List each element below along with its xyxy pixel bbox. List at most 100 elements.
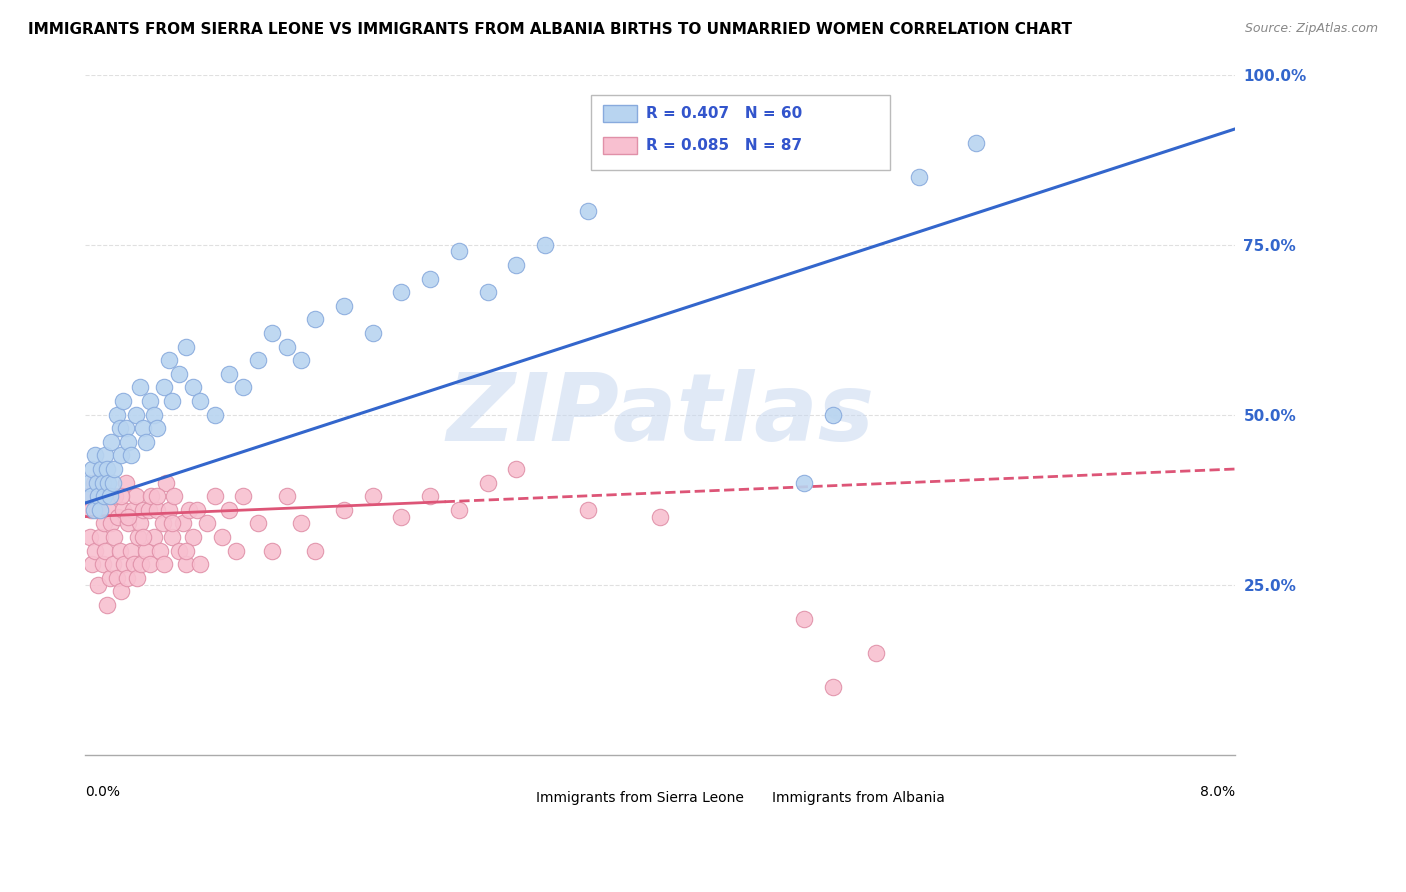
Point xyxy=(86,503,108,517)
Point xyxy=(87,577,110,591)
Point xyxy=(84,449,107,463)
Point xyxy=(143,530,166,544)
Point xyxy=(124,489,146,503)
Point xyxy=(167,367,190,381)
Point xyxy=(101,558,124,572)
Point xyxy=(534,237,557,252)
Text: IMMIGRANTS FROM SIERRA LEONE VS IMMIGRANTS FROM ALBANIA BIRTHS TO UNMARRIED WOME: IMMIGRANTS FROM SIERRA LEONE VS IMMIGRAN… xyxy=(28,22,1073,37)
Point xyxy=(110,584,132,599)
Point xyxy=(97,503,120,517)
Point xyxy=(121,503,143,517)
Text: R = 0.407   N = 60: R = 0.407 N = 60 xyxy=(647,106,803,120)
Point xyxy=(576,203,599,218)
Point xyxy=(117,509,139,524)
Point xyxy=(821,680,844,694)
Point xyxy=(163,489,186,503)
Point xyxy=(391,285,413,300)
Point xyxy=(160,516,183,531)
Point xyxy=(153,380,176,394)
Point xyxy=(115,571,138,585)
Point xyxy=(91,475,114,490)
Point xyxy=(83,475,105,490)
Point xyxy=(124,408,146,422)
Text: Immigrants from Sierra Leone: Immigrants from Sierra Leone xyxy=(536,791,744,805)
Point xyxy=(447,244,470,259)
Point xyxy=(90,489,112,503)
Point xyxy=(197,516,219,531)
Point xyxy=(793,612,815,626)
Point xyxy=(80,503,103,517)
Point xyxy=(77,475,100,490)
FancyBboxPatch shape xyxy=(735,790,763,805)
Text: 8.0%: 8.0% xyxy=(1199,785,1234,799)
Point xyxy=(290,516,312,531)
Point xyxy=(174,340,197,354)
Point xyxy=(333,299,356,313)
Point xyxy=(650,509,672,524)
Point xyxy=(149,543,172,558)
Point xyxy=(186,503,208,517)
Point xyxy=(146,503,169,517)
Point xyxy=(160,530,183,544)
FancyBboxPatch shape xyxy=(603,105,637,122)
Point xyxy=(108,421,131,435)
Point xyxy=(82,462,104,476)
Point xyxy=(132,421,155,435)
Point xyxy=(91,558,114,572)
Point xyxy=(218,367,240,381)
Point xyxy=(139,394,162,409)
Point xyxy=(105,408,128,422)
Point xyxy=(181,380,204,394)
Point xyxy=(89,530,111,544)
Point xyxy=(103,530,125,544)
Point xyxy=(333,503,356,517)
Point xyxy=(96,462,118,476)
Point xyxy=(232,380,254,394)
Point xyxy=(97,475,120,490)
Point xyxy=(135,434,157,449)
Point xyxy=(865,646,887,660)
Point xyxy=(101,475,124,490)
Text: Source: ZipAtlas.com: Source: ZipAtlas.com xyxy=(1244,22,1378,36)
Point xyxy=(304,312,326,326)
Point xyxy=(157,503,180,517)
Point xyxy=(111,503,134,517)
Point xyxy=(129,516,152,531)
Point xyxy=(505,258,527,272)
Point xyxy=(153,558,176,572)
Text: Immigrants from Albania: Immigrants from Albania xyxy=(772,791,945,805)
Point xyxy=(225,543,247,558)
Point xyxy=(160,394,183,409)
Point xyxy=(391,509,413,524)
Point xyxy=(96,598,118,612)
Point xyxy=(120,449,142,463)
Point xyxy=(218,503,240,517)
Point xyxy=(181,530,204,544)
Point xyxy=(152,516,174,531)
Point xyxy=(262,326,284,340)
Point xyxy=(79,530,101,544)
Point xyxy=(104,489,127,503)
Point xyxy=(80,489,103,503)
Point xyxy=(304,543,326,558)
Point xyxy=(419,489,441,503)
Point xyxy=(87,489,110,503)
Point xyxy=(157,353,180,368)
Point xyxy=(276,340,298,354)
Point xyxy=(125,571,148,585)
Point xyxy=(103,462,125,476)
Point xyxy=(576,503,599,517)
Point xyxy=(127,530,149,544)
Point xyxy=(129,380,152,394)
Point xyxy=(276,489,298,503)
Point xyxy=(120,543,142,558)
Point xyxy=(108,543,131,558)
Point xyxy=(94,543,117,558)
Point xyxy=(100,516,122,531)
Point xyxy=(477,475,499,490)
Point xyxy=(100,434,122,449)
Point xyxy=(174,558,197,572)
FancyBboxPatch shape xyxy=(499,790,529,805)
Point xyxy=(141,489,163,503)
Point xyxy=(112,558,135,572)
